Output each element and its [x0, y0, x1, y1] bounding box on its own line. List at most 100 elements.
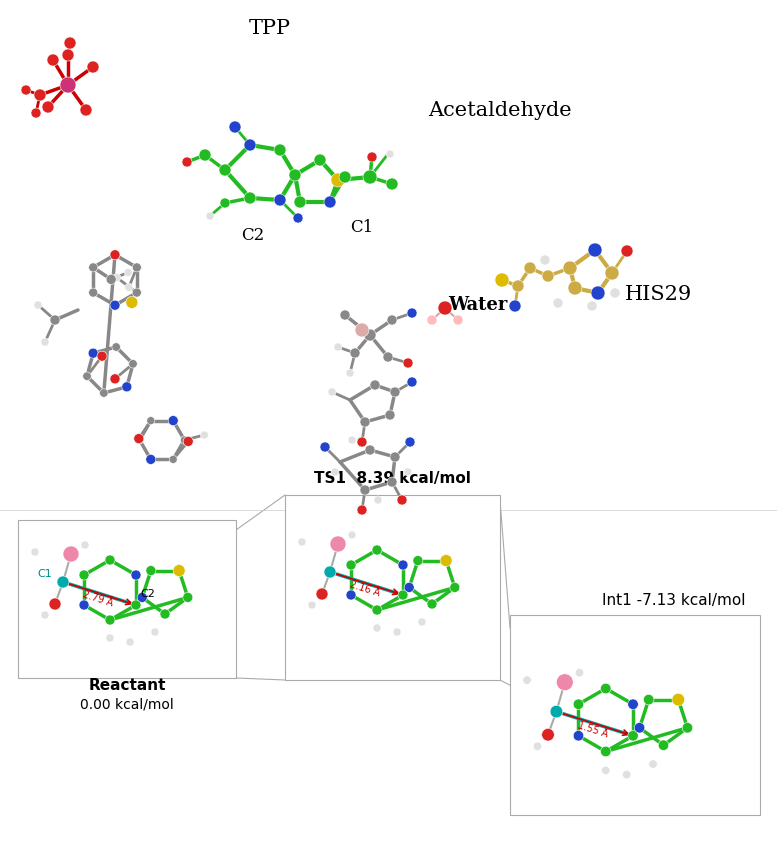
Circle shape [146, 454, 156, 464]
Text: C2: C2 [141, 589, 155, 599]
Circle shape [348, 531, 356, 539]
Circle shape [125, 284, 133, 292]
Circle shape [129, 359, 138, 368]
Circle shape [122, 382, 132, 392]
Circle shape [346, 560, 356, 570]
Text: 2.79 Å: 2.79 Å [82, 590, 114, 609]
Bar [510, 615, 760, 815]
Circle shape [509, 300, 521, 312]
Circle shape [80, 104, 92, 116]
Circle shape [183, 436, 193, 446]
Text: C2: C2 [242, 226, 265, 243]
Text: 0.00 kcal/mol: 0.00 kcal/mol [80, 697, 174, 711]
Circle shape [106, 634, 114, 642]
Circle shape [79, 600, 89, 610]
Circle shape [34, 301, 42, 309]
Circle shape [550, 705, 563, 718]
Circle shape [649, 760, 657, 768]
Circle shape [89, 263, 98, 272]
Circle shape [320, 442, 330, 452]
Circle shape [146, 566, 156, 575]
Circle shape [355, 323, 369, 337]
Circle shape [314, 154, 326, 166]
Circle shape [113, 273, 121, 281]
Circle shape [398, 560, 408, 570]
Circle shape [573, 699, 584, 710]
Circle shape [99, 389, 108, 397]
Circle shape [47, 54, 59, 66]
Circle shape [427, 599, 437, 609]
Circle shape [160, 609, 170, 619]
Circle shape [601, 766, 610, 775]
Circle shape [672, 693, 685, 706]
Circle shape [588, 243, 602, 257]
Circle shape [200, 431, 208, 439]
Circle shape [427, 315, 437, 325]
Circle shape [50, 315, 60, 325]
Circle shape [553, 298, 563, 308]
Circle shape [220, 198, 230, 208]
Circle shape [105, 615, 115, 625]
Circle shape [62, 49, 74, 61]
Circle shape [169, 456, 177, 464]
Circle shape [563, 261, 577, 275]
Circle shape [330, 536, 346, 552]
Circle shape [60, 77, 76, 93]
Circle shape [610, 288, 620, 298]
Circle shape [363, 170, 377, 184]
Circle shape [367, 152, 377, 162]
Circle shape [42, 101, 54, 113]
Circle shape [390, 452, 400, 462]
Circle shape [385, 410, 395, 420]
Circle shape [605, 266, 619, 280]
Circle shape [151, 628, 159, 636]
Circle shape [131, 570, 141, 580]
Circle shape [339, 171, 351, 183]
Circle shape [575, 668, 584, 677]
Circle shape [289, 169, 301, 181]
Circle shape [131, 600, 141, 610]
Circle shape [136, 436, 144, 444]
Circle shape [418, 618, 426, 626]
Circle shape [110, 374, 120, 384]
Circle shape [89, 288, 98, 297]
Circle shape [643, 694, 654, 705]
Circle shape [31, 108, 41, 118]
Circle shape [132, 288, 141, 297]
Circle shape [274, 194, 286, 206]
Circle shape [21, 85, 31, 95]
Circle shape [147, 456, 155, 464]
Circle shape [88, 348, 98, 358]
Circle shape [398, 590, 408, 600]
Circle shape [413, 556, 423, 566]
Circle shape [293, 213, 303, 223]
Circle shape [386, 178, 398, 190]
Circle shape [168, 415, 178, 426]
Circle shape [360, 417, 370, 427]
Circle shape [87, 61, 99, 73]
Circle shape [495, 273, 509, 287]
Circle shape [346, 369, 354, 377]
Text: C1: C1 [37, 569, 52, 579]
Circle shape [542, 728, 554, 741]
Circle shape [387, 315, 397, 325]
Circle shape [110, 301, 120, 310]
Circle shape [110, 300, 120, 310]
Circle shape [294, 196, 306, 208]
Circle shape [41, 338, 49, 346]
Circle shape [540, 255, 550, 265]
Circle shape [219, 164, 231, 176]
Text: 1.55 Å: 1.55 Å [577, 720, 609, 739]
Circle shape [658, 740, 669, 751]
Circle shape [173, 564, 185, 576]
Circle shape [405, 437, 415, 447]
Circle shape [346, 590, 356, 600]
Circle shape [110, 250, 120, 260]
Circle shape [308, 601, 316, 609]
Circle shape [124, 268, 132, 276]
Circle shape [49, 598, 61, 610]
Circle shape [373, 624, 381, 632]
Circle shape [64, 37, 76, 49]
Circle shape [63, 546, 79, 562]
Circle shape [83, 372, 91, 380]
